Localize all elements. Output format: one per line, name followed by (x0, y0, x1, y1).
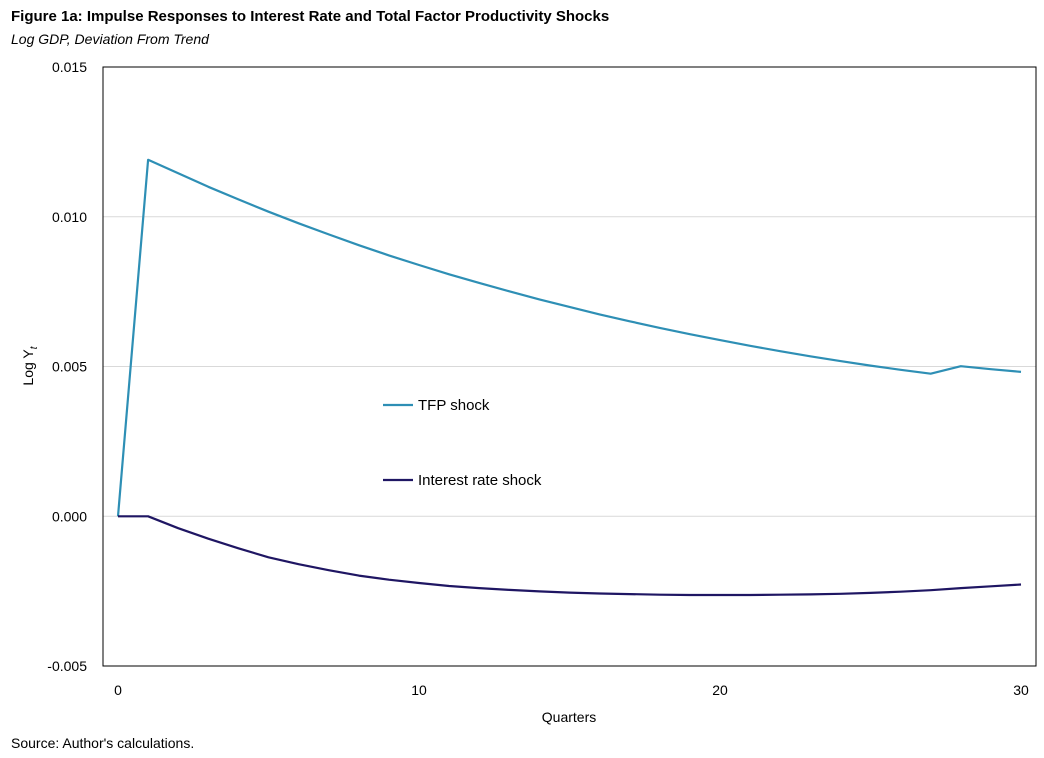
x-axis-label: Quarters (542, 709, 596, 725)
y-tick-label: 0.005 (52, 359, 87, 375)
x-tick-label: 20 (712, 682, 728, 698)
y-axis-label: Log Yt (20, 345, 40, 385)
series-line-interest-rate-shock (118, 515, 1022, 597)
plot-area-border (102, 66, 1037, 667)
y-axis-label-subscript: t (29, 345, 40, 349)
source-note: Source: Author's calculations. (11, 735, 195, 751)
y-tick-label: -0.005 (47, 658, 87, 674)
y-tick-label: 0.015 (52, 59, 87, 75)
series-lines (116, 158, 1022, 597)
chart-title: Figure 1a: Impulse Responses to Interest… (11, 8, 610, 25)
y-axis-tick-labels: -0.005 0.000 0.005 0.010 0.015 (47, 59, 87, 674)
x-tick-label: 10 (411, 682, 427, 698)
legend: TFP shock Interest rate shock (383, 397, 542, 489)
x-tick-label: 0 (114, 682, 122, 698)
chart-subtitle: Log GDP, Deviation From Trend (11, 31, 209, 47)
legend-label: Interest rate shock (418, 472, 542, 489)
x-axis-tick-labels: 0 10 20 30 (114, 682, 1029, 698)
x-tick-label: 30 (1013, 682, 1029, 698)
y-axis-label-base: Log Y (20, 349, 36, 386)
y-tick-label: 0.010 (52, 209, 87, 225)
series-line-tfp-shock (116, 158, 1022, 517)
y-tick-label: 0.000 (52, 508, 87, 524)
legend-label: TFP shock (418, 397, 490, 414)
gridlines (103, 216, 1036, 517)
